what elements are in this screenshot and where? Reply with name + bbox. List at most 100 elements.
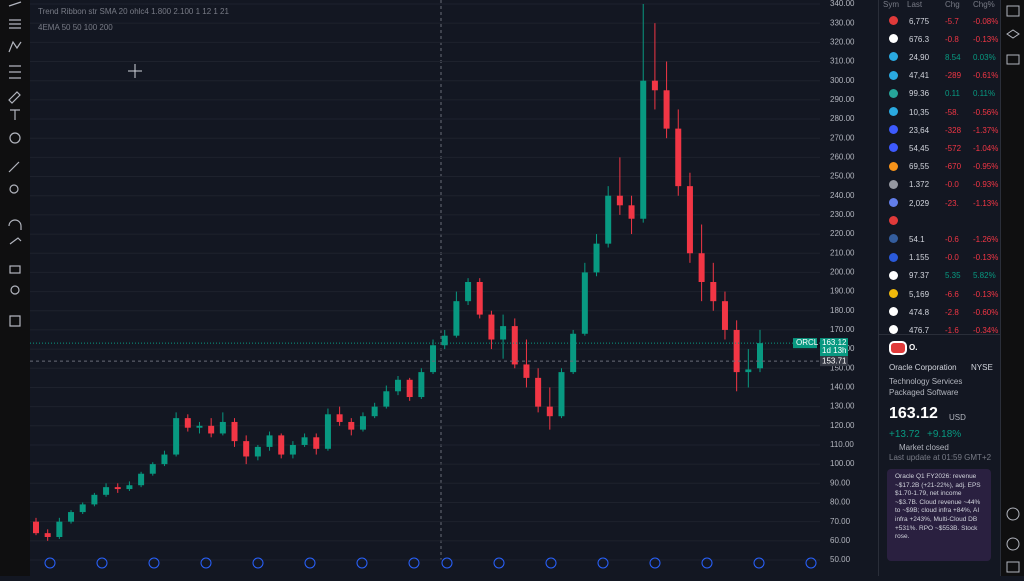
watchlist-row[interactable]: 97.37 5.35 5.82% bbox=[879, 267, 1001, 285]
industry: Packaged Software bbox=[889, 388, 959, 397]
sidebar-icons[interactable] bbox=[1001, 0, 1024, 576]
candle-body bbox=[336, 414, 343, 422]
candle-body bbox=[289, 444, 296, 455]
change: 0.11 bbox=[945, 89, 960, 99]
watchlist-row[interactable]: 54,45 -572 -1.04% bbox=[879, 139, 1001, 157]
y-tick-label: 320.00 bbox=[830, 37, 855, 46]
event-marker[interactable] bbox=[304, 557, 316, 569]
candle-body bbox=[173, 418, 180, 455]
event-marker[interactable] bbox=[597, 557, 609, 569]
event-marker[interactable] bbox=[408, 557, 420, 569]
event-marker[interactable] bbox=[805, 557, 817, 569]
tool-icons[interactable] bbox=[8, 1, 22, 327]
watchlist-row[interactable]: 24,90 8.54 0.03% bbox=[879, 48, 1001, 66]
watchlist-row[interactable]: 1.155 -0.0 -0.13% bbox=[879, 249, 1001, 267]
candle-body bbox=[663, 90, 670, 129]
symbol-icon bbox=[889, 270, 898, 280]
news-card[interactable]: Oracle Q1 FY2026: revenue ~$17.2B (+21-2… bbox=[887, 469, 991, 561]
candle-body bbox=[348, 421, 355, 430]
change-pct: -0.61% bbox=[973, 71, 999, 81]
event-marker[interactable] bbox=[44, 557, 56, 569]
candle-body bbox=[301, 437, 308, 445]
change-pct: -1.13% bbox=[973, 198, 999, 208]
candle-body bbox=[535, 377, 542, 407]
change-pct: 5.82% bbox=[973, 271, 996, 281]
event-marker[interactable] bbox=[200, 557, 212, 569]
event-marker[interactable] bbox=[356, 557, 368, 569]
watchlist-row[interactable]: 2,029 -23. -1.13% bbox=[879, 194, 1001, 212]
y-tick-label: 210.00 bbox=[830, 248, 855, 257]
event-marker[interactable] bbox=[753, 557, 765, 569]
change: 8.54 bbox=[945, 52, 961, 62]
watchlist-row[interactable] bbox=[879, 212, 1001, 230]
legend-line: 4EMA 50 50 100 200 bbox=[38, 23, 113, 32]
candle-body bbox=[453, 301, 460, 336]
watchlist-row[interactable]: 474.8 -2.8 -0.60% bbox=[879, 303, 1001, 321]
candle-body bbox=[196, 425, 203, 428]
change-pct: -0.93% bbox=[973, 180, 999, 190]
candle-body bbox=[581, 272, 588, 334]
candle-body bbox=[546, 406, 553, 417]
watchlist-row[interactable]: 476.7 -1.6 -0.34% bbox=[879, 321, 1001, 339]
change-pct: -0.13% bbox=[973, 34, 999, 44]
countdown: 1d 13h bbox=[822, 346, 846, 355]
candle-body bbox=[184, 418, 191, 428]
last: 476.7 bbox=[909, 325, 930, 335]
watchlist-row[interactable]: 5,169 -6.6 -0.13% bbox=[879, 285, 1001, 303]
candle-body bbox=[745, 369, 752, 373]
last: 10,35 bbox=[909, 107, 930, 117]
event-marker[interactable] bbox=[493, 557, 505, 569]
change-pct: -0.08% bbox=[973, 16, 999, 26]
watchlist-row[interactable]: 6,775 -5.7 -0.08% bbox=[879, 12, 1001, 30]
watchlist-row[interactable]: 676.3 -0.8 -0.13% bbox=[879, 30, 1001, 48]
event-marker[interactable] bbox=[96, 557, 108, 569]
y-tick-label: 290.00 bbox=[830, 95, 855, 104]
change: -0.6 bbox=[945, 234, 959, 244]
last: 1.155 bbox=[909, 253, 930, 263]
watchlist-row[interactable]: 69,55 -670 -0.95% bbox=[879, 158, 1001, 176]
candle-body bbox=[418, 372, 425, 398]
candle-body bbox=[149, 464, 156, 474]
event-marker[interactable] bbox=[545, 557, 557, 569]
symbol-icon bbox=[889, 179, 898, 189]
symbol-icon bbox=[889, 70, 898, 80]
change-pct: -0.34% bbox=[973, 325, 999, 335]
candle-body bbox=[395, 379, 401, 392]
event-marker[interactable] bbox=[441, 557, 453, 569]
candle-body bbox=[441, 335, 448, 346]
change-pct: 0.03% bbox=[973, 52, 996, 62]
symbol-icon bbox=[889, 107, 898, 116]
watchlist-row[interactable]: 10,35 -58. -0.56% bbox=[879, 103, 1001, 121]
event-marker[interactable] bbox=[701, 557, 713, 569]
candle-body bbox=[698, 253, 705, 282]
symbol-icon bbox=[889, 16, 898, 25]
candle-body bbox=[640, 80, 647, 219]
header: Sym bbox=[883, 0, 899, 9]
event-marker[interactable] bbox=[649, 557, 661, 569]
event-marker[interactable] bbox=[148, 557, 160, 569]
watchlist-row[interactable]: 54.1 -0.6 -1.26% bbox=[879, 230, 1001, 248]
y-tick-label: 300.00 bbox=[830, 76, 855, 85]
last: 23,64 bbox=[909, 125, 930, 135]
header: Chg% bbox=[973, 0, 995, 9]
last: 474.8 bbox=[909, 307, 930, 317]
change: -0.8 bbox=[945, 34, 959, 44]
symbol-tag: ORCL bbox=[796, 338, 819, 347]
last: 97.37 bbox=[909, 271, 930, 281]
change: -328 bbox=[945, 125, 962, 135]
candle-body bbox=[33, 521, 39, 534]
exchange: NYSE bbox=[971, 363, 993, 372]
y-tick-label: 170.00 bbox=[830, 325, 855, 334]
change: -5.7 bbox=[945, 16, 959, 26]
watchlist-row[interactable]: 23,64 -328 -1.37% bbox=[879, 121, 1001, 139]
last: 2,029 bbox=[909, 198, 930, 208]
change: -2.8 bbox=[945, 307, 959, 317]
last: 54.1 bbox=[909, 234, 925, 244]
watchlist-row[interactable]: 47,41 -289 -0.61% bbox=[879, 67, 1001, 85]
watchlist-row[interactable]: 1.372 -0.0 -0.93% bbox=[879, 176, 1001, 194]
toolbar bbox=[0, 0, 30, 576]
chart-area: Trend Ribbon str SMA 20 ohlc4 1.800 2.10… bbox=[0, 0, 856, 576]
symbol: O. bbox=[909, 343, 918, 352]
watchlist-row[interactable]: 99.36 0.11 0.11% bbox=[879, 85, 1001, 103]
event-marker[interactable] bbox=[252, 557, 264, 569]
